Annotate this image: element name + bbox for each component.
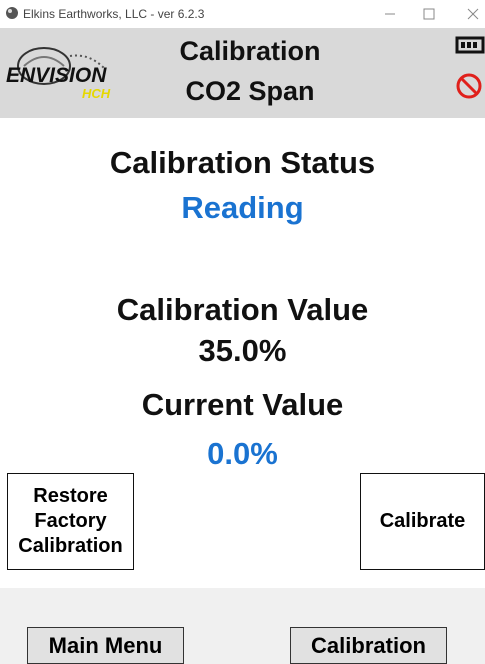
current-value-label: Current Value: [141, 387, 344, 422]
logo-sub: HCH: [82, 86, 111, 101]
status-icons: [455, 36, 485, 99]
calibrate-button[interactable]: Calibrate: [360, 473, 485, 570]
app-icon: [6, 7, 18, 19]
window-title: Elkins Earthworks, LLC - ver 6.2.3: [23, 7, 205, 21]
calibration-value: 35.0%: [198, 333, 287, 368]
status-value: Reading: [181, 190, 304, 225]
button-label: Calibration: [18, 535, 123, 557]
header-title: Calibration: [179, 36, 321, 66]
calibration-value-label: Calibration Value: [116, 292, 369, 327]
restore-button[interactable]: Restore Factory Calibration: [7, 473, 134, 570]
window-controls[interactable]: [385, 6, 485, 22]
header: ENVISION HCH Calibration CO2 Span: [0, 28, 485, 118]
logo-brand: ENVISION: [6, 64, 107, 87]
current-value: 0.0%: [207, 436, 278, 471]
title-bar: Elkins Earthworks, LLC - ver 6.2.3: [0, 0, 485, 28]
calibration-button[interactable]: Calibration: [290, 627, 447, 664]
status-label: Calibration Status: [109, 145, 376, 180]
button-label: Restore: [33, 485, 108, 507]
main-menu-button[interactable]: Main Menu: [27, 627, 184, 664]
logo-graphic: [17, 47, 105, 85]
header-subtitle: CO2 Span: [185, 76, 315, 106]
bottom-bar: Main Menu Calibration: [0, 588, 485, 664]
button-label: Factory: [34, 510, 107, 532]
button-label: Calibrate: [379, 510, 466, 532]
